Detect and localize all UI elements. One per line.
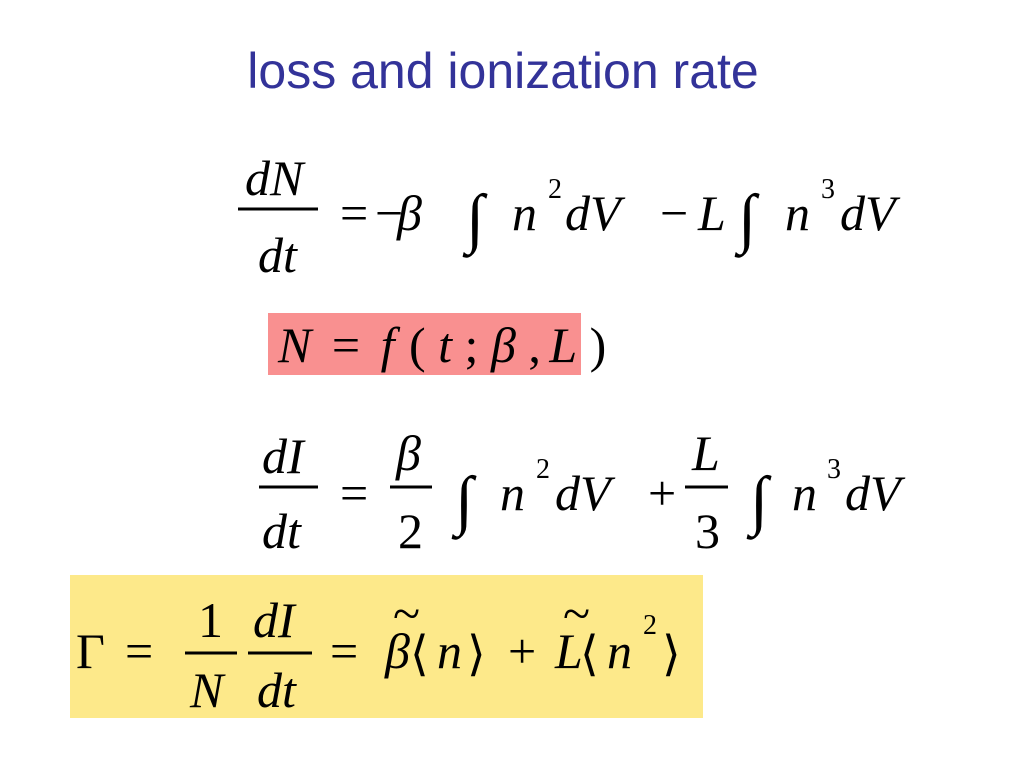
math-token: Γ — [76, 623, 105, 679]
math-token: ~ — [393, 585, 420, 641]
math-token: + — [648, 465, 676, 521]
math-token: 2 — [548, 174, 562, 205]
math-token: ∫ — [746, 464, 772, 540]
slide-title: loss and ionization rate — [247, 43, 758, 99]
math-token: f — [381, 317, 401, 373]
math-token: 2 — [536, 454, 550, 485]
math-token: dV — [555, 465, 616, 521]
math-token: dt — [257, 662, 297, 718]
math-token: L — [691, 425, 720, 481]
math-token: L — [697, 185, 726, 241]
math-token: dV — [565, 185, 626, 241]
math-token: L — [548, 317, 577, 373]
math-token: − — [660, 185, 688, 241]
math-token: dt — [258, 227, 298, 283]
math-token: , — [528, 317, 541, 373]
math-token: 2 — [643, 610, 657, 641]
highlight-box — [70, 575, 703, 718]
math-token: ⟨ — [580, 626, 599, 682]
math-token: + — [508, 623, 536, 679]
math-token: ⟩ — [467, 626, 486, 682]
math-token: dt — [262, 503, 302, 559]
math-token: 3 — [695, 503, 720, 559]
math-token: ) — [590, 317, 607, 373]
math-token: n — [437, 623, 462, 679]
math-token: ⟩ — [662, 626, 681, 682]
math-token: − — [375, 185, 403, 241]
math-token: t — [438, 317, 453, 373]
math-token: 3 — [821, 174, 835, 205]
math-token: L — [554, 623, 583, 679]
math-token: ; — [465, 317, 479, 373]
math-token: β — [384, 623, 410, 679]
math-token: ~ — [563, 585, 590, 641]
math-token: dV — [840, 185, 901, 241]
equation-4: Γ = 1 N dI dt = β ~ ⟨ n ⟩ + L ~ ⟨ n 2 ⟩ — [76, 585, 681, 718]
equation-1: dN dt = − β ∫ n 2 dV − L ∫ n 3 dV — [238, 150, 901, 283]
math-token: 1 — [198, 592, 223, 648]
equation-2: N = f ( t ; β , L ) — [277, 317, 606, 373]
math-token: n — [607, 623, 632, 679]
math-token: β — [490, 317, 516, 373]
math-token: = — [340, 185, 368, 241]
math-token: ∫ — [734, 182, 760, 258]
math-token: = — [125, 623, 153, 679]
math-token: dN — [245, 150, 306, 206]
math-token: β — [396, 185, 422, 241]
math-token: n — [792, 465, 817, 521]
equation-3: dI dt = β 2 ∫ n 2 dV + L 3 ∫ n 3 dV — [259, 425, 906, 559]
math-token: n — [785, 185, 810, 241]
math-token: = — [330, 623, 358, 679]
math-token: dI — [262, 428, 306, 484]
math-token: ∫ — [451, 464, 477, 540]
math-token: ⟨ — [410, 626, 429, 682]
math-token: β — [395, 425, 421, 481]
math-token: ( — [409, 317, 426, 373]
math-token: 3 — [827, 454, 841, 485]
highlight-box — [268, 313, 581, 375]
math-token: n — [500, 465, 525, 521]
math-token: = — [332, 317, 360, 373]
math-token: n — [512, 185, 537, 241]
math-token: 2 — [398, 503, 423, 559]
math-token: N — [277, 317, 314, 373]
math-token: ∫ — [462, 182, 488, 258]
math-token: = — [340, 465, 368, 521]
math-token: dI — [253, 592, 297, 648]
math-token: N — [189, 662, 226, 718]
math-token: dV — [845, 465, 906, 521]
